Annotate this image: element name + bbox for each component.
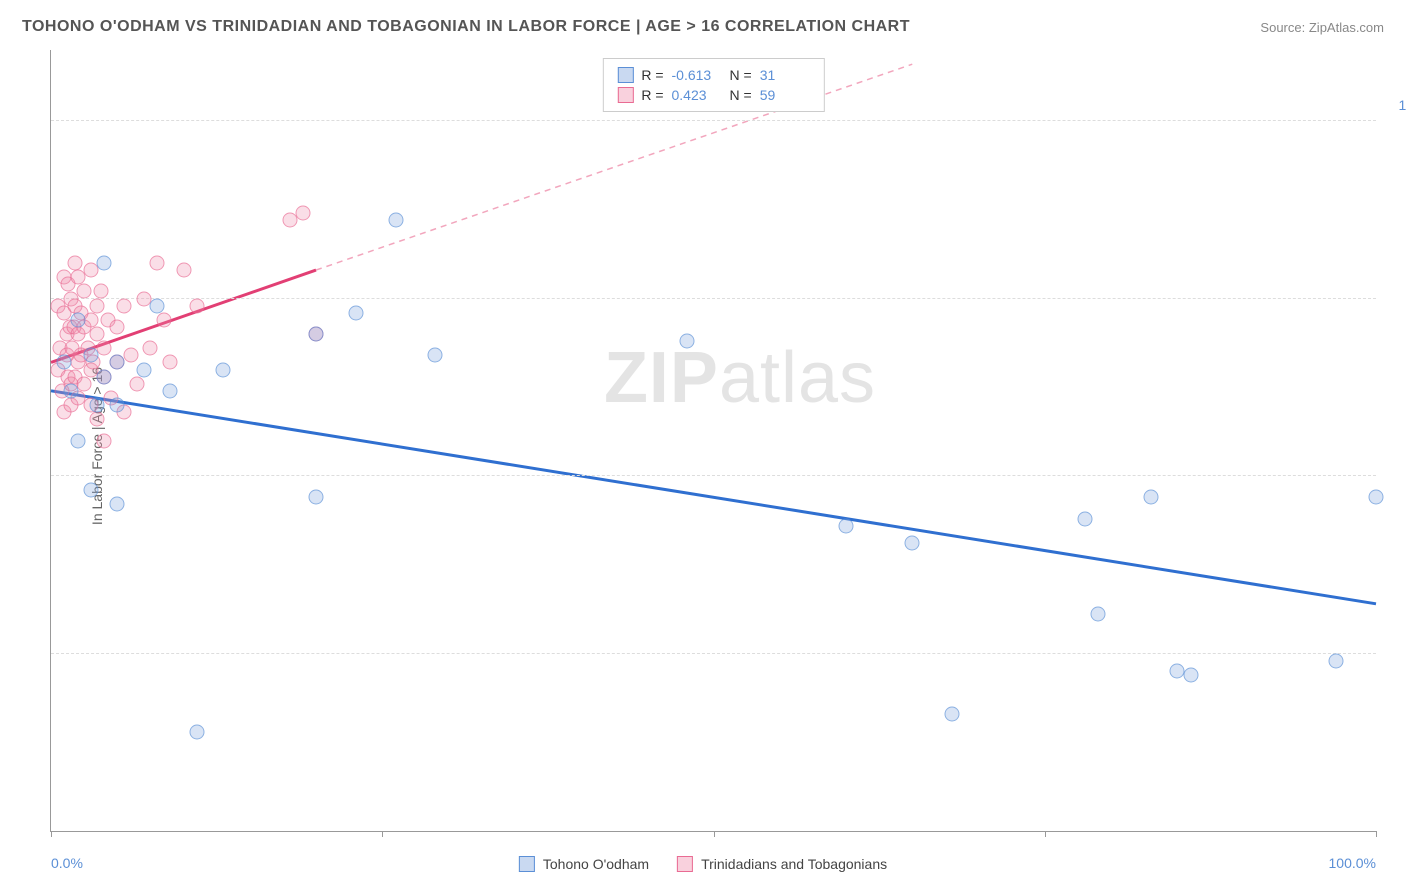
data-point <box>839 518 854 533</box>
data-point <box>70 433 85 448</box>
data-point <box>116 298 131 313</box>
source-label: Source: <box>1260 20 1305 35</box>
x-tick-label: 0.0% <box>51 855 83 871</box>
header: TOHONO O'ODHAM VS TRINIDADIAN AND TOBAGO… <box>22 18 1384 36</box>
x-tick <box>51 831 52 837</box>
data-point <box>110 398 125 413</box>
data-point <box>150 298 165 313</box>
data-point <box>90 298 105 313</box>
y-tick-label: 50.0% <box>1386 452 1406 468</box>
r-value-pink: 0.423 <box>672 87 722 103</box>
r-label: R = <box>641 87 663 103</box>
legend-item-pink: Trinidadians and Tobagonians <box>677 856 887 872</box>
legend-row-pink: R = 0.423 N = 59 <box>617 85 809 105</box>
data-point <box>97 433 112 448</box>
y-tick-label: 25.0% <box>1386 630 1406 646</box>
data-point <box>83 312 98 327</box>
gridline <box>51 653 1376 654</box>
data-point <box>143 341 158 356</box>
legend-row-blue: R = -0.613 N = 31 <box>617 65 809 85</box>
legend-item-blue: Tohono O'odham <box>519 856 649 872</box>
y-tick-label: 100.0% <box>1386 97 1406 113</box>
data-point <box>97 256 112 271</box>
data-point <box>1183 667 1198 682</box>
data-point <box>123 348 138 363</box>
data-point <box>77 284 92 299</box>
data-point <box>90 327 105 342</box>
data-point <box>156 312 171 327</box>
x-tick <box>714 831 715 837</box>
data-point <box>428 348 443 363</box>
data-point <box>1369 490 1384 505</box>
data-point <box>90 412 105 427</box>
data-point <box>905 536 920 551</box>
legend-label-pink: Trinidadians and Tobagonians <box>701 856 887 872</box>
data-point <box>94 284 109 299</box>
gridline <box>51 298 1376 299</box>
data-point <box>216 362 231 377</box>
data-point <box>680 334 695 349</box>
data-point <box>309 327 324 342</box>
data-point <box>110 355 125 370</box>
source: Source: ZipAtlas.com <box>1260 20 1384 35</box>
x-tick <box>1045 831 1046 837</box>
n-value-pink: 59 <box>760 87 810 103</box>
data-point <box>63 383 78 398</box>
n-label: N = <box>730 67 752 83</box>
data-point <box>90 398 105 413</box>
data-point <box>1329 653 1344 668</box>
data-point <box>1090 607 1105 622</box>
data-point <box>97 341 112 356</box>
data-point <box>70 312 85 327</box>
data-point <box>295 206 310 221</box>
trend-lines <box>51 50 1376 831</box>
chart-title: TOHONO O'ODHAM VS TRINIDADIAN AND TOBAGO… <box>22 18 910 36</box>
data-point <box>77 376 92 391</box>
data-point <box>348 305 363 320</box>
data-point <box>1077 511 1092 526</box>
data-point <box>309 490 324 505</box>
data-point <box>176 263 191 278</box>
data-point <box>110 319 125 334</box>
data-point <box>163 355 178 370</box>
correlation-legend: R = -0.613 N = 31 R = 0.423 N = 59 <box>602 58 824 112</box>
chart-area: ZIPatlas R = -0.613 N = 31 R = 0.423 N =… <box>50 50 1376 832</box>
data-point <box>57 355 72 370</box>
data-point <box>189 724 204 739</box>
r-value-blue: -0.613 <box>672 67 722 83</box>
data-point <box>189 298 204 313</box>
x-tick <box>1376 831 1377 837</box>
legend-label-blue: Tohono O'odham <box>543 856 649 872</box>
data-point <box>136 362 151 377</box>
data-point <box>130 376 145 391</box>
x-tick-label: 100.0% <box>1329 855 1376 871</box>
gridline <box>51 120 1376 121</box>
data-point <box>388 213 403 228</box>
n-label: N = <box>730 87 752 103</box>
swatch-blue <box>617 67 633 83</box>
data-point <box>163 383 178 398</box>
r-label: R = <box>641 67 663 83</box>
data-point <box>97 369 112 384</box>
data-point <box>1143 490 1158 505</box>
series-legend: Tohono O'odham Trinidadians and Tobagoni… <box>519 856 887 872</box>
gridline <box>51 475 1376 476</box>
swatch-pink <box>617 87 633 103</box>
source-value: ZipAtlas.com <box>1309 20 1384 35</box>
data-point <box>945 706 960 721</box>
data-point <box>83 483 98 498</box>
swatch-blue <box>519 856 535 872</box>
swatch-pink <box>677 856 693 872</box>
trend-line <box>51 391 1376 604</box>
data-point <box>83 348 98 363</box>
data-point <box>67 256 82 271</box>
data-point <box>110 497 125 512</box>
x-tick <box>382 831 383 837</box>
data-point <box>150 256 165 271</box>
y-tick-label: 75.0% <box>1386 275 1406 291</box>
n-value-blue: 31 <box>760 67 810 83</box>
